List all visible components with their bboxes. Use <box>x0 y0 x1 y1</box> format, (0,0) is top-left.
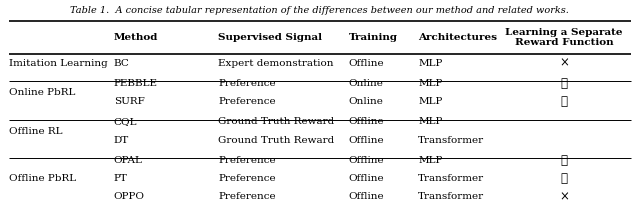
Text: OPAL: OPAL <box>114 155 143 164</box>
Text: ✓: ✓ <box>561 76 568 90</box>
Text: MLP: MLP <box>418 97 442 106</box>
Text: Offline RL: Offline RL <box>9 126 63 135</box>
Text: Ground Truth Reward: Ground Truth Reward <box>218 117 335 126</box>
Text: ✓: ✓ <box>561 171 568 184</box>
Text: Online: Online <box>348 79 383 88</box>
Text: Preference: Preference <box>218 97 276 106</box>
Text: MLP: MLP <box>418 79 442 88</box>
Text: Preference: Preference <box>218 192 276 201</box>
Text: Table 1.  A concise tabular representation of the differences between our method: Table 1. A concise tabular representatio… <box>70 6 570 15</box>
Text: Offline: Offline <box>348 155 384 164</box>
Text: PEBBLE: PEBBLE <box>114 79 158 88</box>
Text: MLP: MLP <box>418 155 442 164</box>
Text: Transformer: Transformer <box>418 173 484 182</box>
Text: Online: Online <box>348 97 383 106</box>
Text: BC: BC <box>114 59 130 67</box>
Text: Ground Truth Reward: Ground Truth Reward <box>218 135 335 144</box>
Text: OPPO: OPPO <box>114 192 145 201</box>
Text: ×: × <box>559 190 569 202</box>
Text: Method: Method <box>114 33 158 42</box>
Text: CQL: CQL <box>114 117 138 126</box>
Text: Offline: Offline <box>348 173 384 182</box>
Text: Online PbRL: Online PbRL <box>9 88 76 97</box>
Text: Imitation Learning: Imitation Learning <box>9 59 108 67</box>
Text: Expert demonstration: Expert demonstration <box>218 59 334 67</box>
Text: Offline: Offline <box>348 117 384 126</box>
Text: Learning a Separate
Reward Function: Learning a Separate Reward Function <box>505 28 623 47</box>
Text: ×: × <box>559 57 569 69</box>
Text: Offline PbRL: Offline PbRL <box>9 173 76 182</box>
Text: DT: DT <box>114 135 129 144</box>
Text: Preference: Preference <box>218 155 276 164</box>
Text: Architectures: Architectures <box>418 33 497 42</box>
Text: Preference: Preference <box>218 173 276 182</box>
Text: PT: PT <box>114 173 127 182</box>
Text: Preference: Preference <box>218 79 276 88</box>
Text: Transformer: Transformer <box>418 192 484 201</box>
Text: ✓: ✓ <box>561 95 568 108</box>
Text: ✓: ✓ <box>561 153 568 166</box>
Text: MLP: MLP <box>418 117 442 126</box>
Text: SURF: SURF <box>114 97 145 106</box>
Text: Supervised Signal: Supervised Signal <box>218 33 323 42</box>
Text: Offline: Offline <box>348 59 384 67</box>
Text: Offline: Offline <box>348 192 384 201</box>
Text: Transformer: Transformer <box>418 135 484 144</box>
Text: MLP: MLP <box>418 59 442 67</box>
Text: Training: Training <box>348 33 397 42</box>
Text: Offline: Offline <box>348 135 384 144</box>
